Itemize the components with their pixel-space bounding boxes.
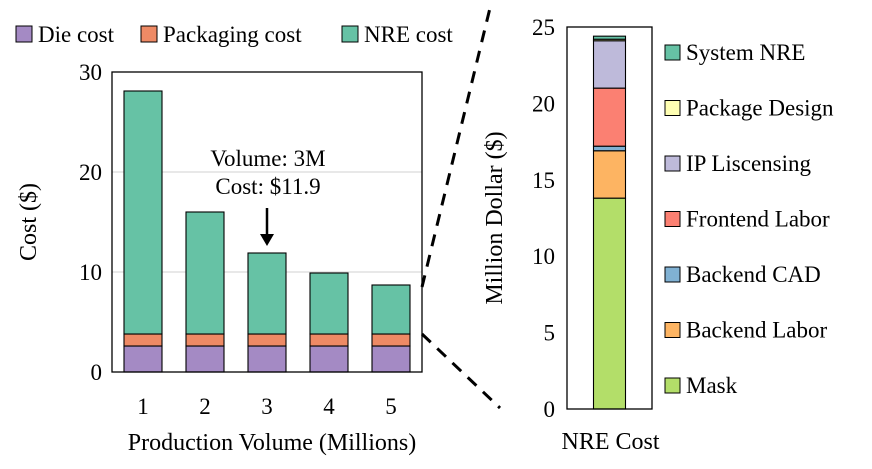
right-legend: System NRE Package Design IP Liscensing Fro… bbox=[664, 40, 834, 398]
left-y-axis-label: Cost ($) bbox=[16, 183, 42, 261]
legend-label: Mask bbox=[686, 373, 738, 398]
right-bars bbox=[592, 35, 627, 410]
legend-swatch bbox=[664, 100, 681, 116]
bar-segment bbox=[309, 272, 349, 335]
left-y-tick: 10 bbox=[79, 260, 102, 285]
legend-label: Backend Labor bbox=[686, 318, 827, 343]
legend-label: Packaging cost bbox=[163, 22, 302, 47]
legend-swatch bbox=[664, 155, 681, 172]
legend-label: Backend CAD bbox=[686, 262, 821, 287]
left-x-tick: 2 bbox=[199, 394, 211, 419]
nre-segment bbox=[592, 197, 627, 410]
annotation-cost: Cost: $11.9 bbox=[215, 174, 320, 199]
legend-label: IP Liscensing bbox=[686, 151, 811, 176]
bar-segment bbox=[309, 333, 349, 347]
bar-segment bbox=[247, 333, 287, 347]
right-y-tick: 20 bbox=[532, 91, 555, 116]
bar-segment bbox=[123, 90, 163, 335]
nre-segment bbox=[592, 145, 627, 152]
annotation-arrow bbox=[260, 208, 274, 246]
left-plot-frame bbox=[111, 71, 423, 373]
legend-swatch bbox=[664, 44, 681, 61]
nre-segment bbox=[592, 40, 627, 89]
right-y-tick: 10 bbox=[532, 244, 555, 269]
nre-segment bbox=[592, 35, 627, 40]
arrow-head bbox=[260, 234, 274, 246]
legend-label: NRE cost bbox=[364, 22, 453, 47]
legend-swatch bbox=[140, 25, 158, 43]
left-x-tick: 3 bbox=[261, 394, 273, 419]
zoom-line-bottom bbox=[420, 332, 502, 410]
bar-segment bbox=[247, 252, 287, 335]
bar-segment bbox=[185, 333, 225, 347]
bar-segment bbox=[185, 211, 225, 335]
legend-swatch bbox=[664, 377, 681, 394]
right-y-tick-labels: 0 5 10 15 20 25 bbox=[532, 15, 555, 422]
left-x-tick-labels: 1 2 3 4 5 bbox=[137, 394, 397, 419]
right-y-tick: 25 bbox=[532, 15, 555, 40]
nre-segment bbox=[592, 150, 627, 199]
left-y-tick-labels: 0 10 20 30 bbox=[79, 60, 102, 385]
zoom-line-top bbox=[420, 7, 492, 288]
right-y-tick: 0 bbox=[544, 397, 556, 422]
right-x-tick-label: NRE Cost bbox=[561, 429, 659, 455]
legend-label: Package Design bbox=[686, 96, 834, 121]
left-x-tick: 1 bbox=[137, 394, 149, 419]
left-x-tick: 4 bbox=[323, 394, 335, 419]
nre-segment bbox=[592, 87, 627, 147]
left-y-tick: 0 bbox=[91, 360, 103, 385]
right-plot-frame bbox=[566, 26, 653, 410]
bar-segment bbox=[247, 345, 287, 373]
right-y-tick: 5 bbox=[544, 321, 556, 346]
legend-swatch bbox=[664, 211, 681, 227]
bar-segment bbox=[371, 345, 411, 373]
legend-label: System NRE bbox=[686, 40, 805, 65]
bar-segment bbox=[185, 345, 225, 373]
left-legend: Die cost Packaging cost NRE cost bbox=[15, 22, 453, 47]
left-x-tick: 5 bbox=[385, 394, 397, 419]
right-y-axis-label: Million Dollar ($) bbox=[482, 131, 508, 304]
legend-label: Die cost bbox=[38, 22, 115, 47]
left-x-axis-label: Production Volume (Millions) bbox=[128, 430, 416, 456]
bar-segment bbox=[123, 345, 163, 373]
left-bars bbox=[123, 90, 411, 373]
bar-segment bbox=[309, 345, 349, 373]
legend-swatch bbox=[341, 25, 359, 43]
legend-label: Frontend Labor bbox=[686, 207, 830, 232]
annotation-volume: Volume: 3M bbox=[210, 146, 325, 171]
bar-segment bbox=[371, 333, 411, 347]
right-y-tick: 15 bbox=[532, 168, 555, 193]
bar-segment bbox=[371, 284, 411, 335]
left-y-tick: 30 bbox=[79, 60, 102, 85]
left-y-tick: 20 bbox=[79, 160, 102, 185]
bar-segment bbox=[123, 333, 163, 347]
legend-swatch bbox=[664, 322, 681, 338]
legend-swatch bbox=[664, 266, 681, 283]
legend-swatch bbox=[15, 25, 33, 43]
